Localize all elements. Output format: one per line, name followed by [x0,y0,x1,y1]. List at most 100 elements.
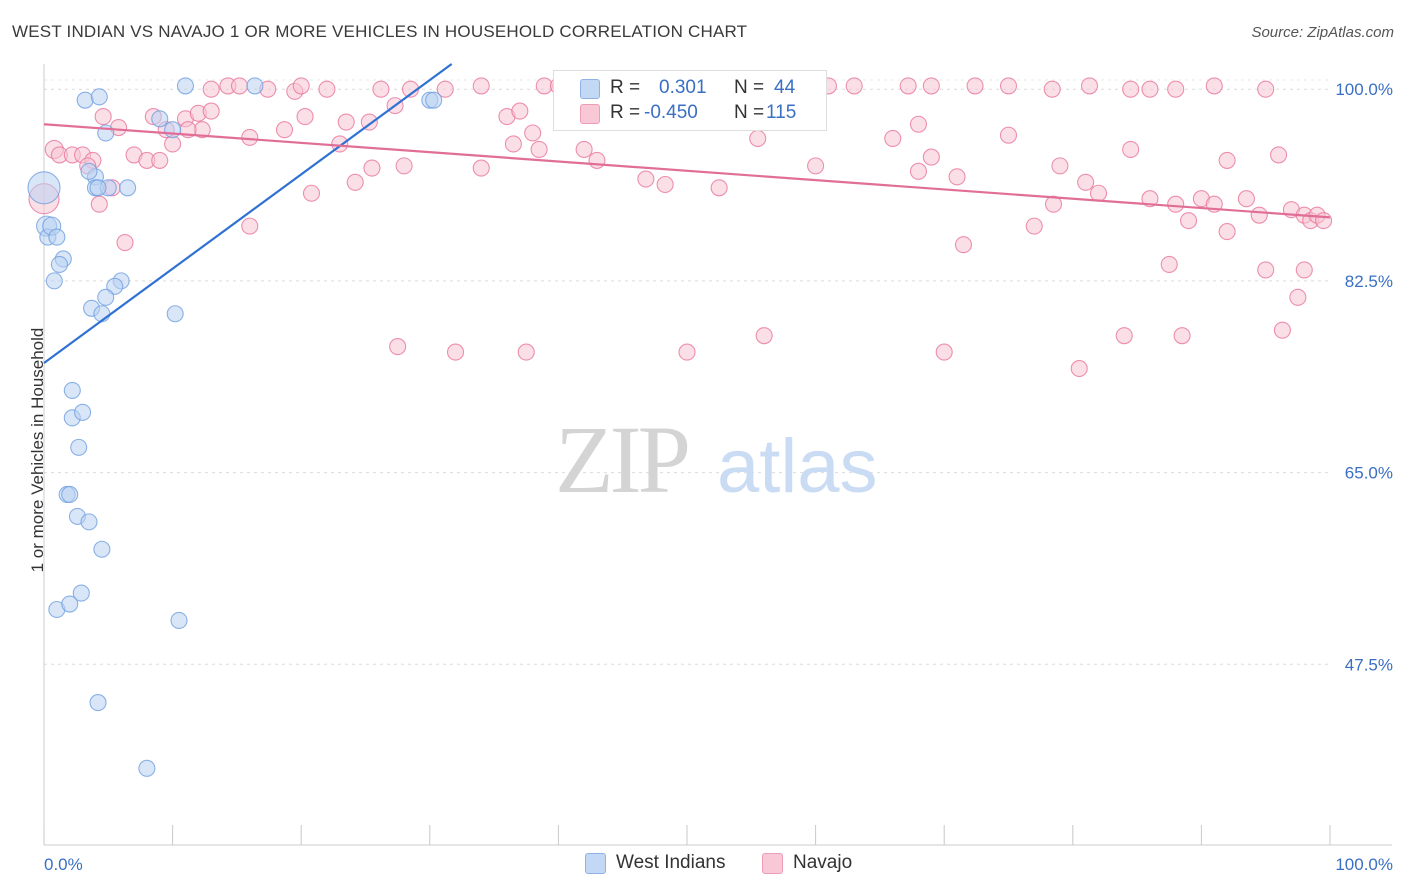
data-point [1044,195,1063,213]
series-legend: West Indians Navajo [0,851,1406,877]
y-tick-label: 65.0% [1345,464,1393,483]
data-point [1218,151,1236,169]
data-point [1122,80,1140,98]
data-point [588,151,606,169]
legend-label-navajo: Navajo [793,852,853,873]
data-point [202,102,220,120]
data-point [1167,195,1185,213]
data-point [472,159,490,177]
data-point [1077,173,1095,191]
data-point [27,171,61,205]
data-point [246,77,264,95]
data-point [678,343,696,361]
legend-n-label: N = [734,77,765,98]
data-point [884,129,902,148]
data-point [656,175,674,194]
data-point [1257,261,1275,279]
data-point [1167,80,1185,98]
data-point [935,343,953,361]
data-point [93,540,111,558]
data-point [50,255,68,274]
data-point [1218,223,1236,241]
data-point [241,128,259,146]
data-point [61,595,79,613]
x-tick-label: 0.0% [44,855,83,874]
data-point [48,228,66,246]
data-point [999,77,1018,95]
correlation-legend: R = 0.301 N = 44 R = -0.450 N = 115 [553,70,827,131]
data-point [138,759,156,777]
data-point [425,91,443,109]
data-point [436,80,454,98]
data-point [1025,217,1043,235]
data-point [74,403,92,421]
data-point [1080,77,1099,95]
data-point [116,233,134,252]
data-point [1141,190,1159,208]
data-point [1250,206,1268,224]
data-point [1115,327,1133,345]
data-point [1089,184,1108,202]
legend-swatch-blue [580,79,600,99]
data-point [922,77,940,95]
data-point [1315,212,1333,230]
data-point [530,140,548,158]
legend-swatch-pink [580,104,600,124]
data-point [1122,140,1140,158]
data-point [922,148,940,166]
data-point [899,77,917,95]
data-point [710,179,728,197]
data-point [119,179,137,197]
data-point [164,121,182,139]
data-point [1257,80,1275,98]
data-point [637,170,655,188]
data-point [72,584,90,602]
data-point [241,217,259,235]
y-tick-label: 100.0% [1335,80,1393,99]
data-point [90,195,108,213]
data-point [472,77,490,95]
data-point [292,77,310,95]
data-point [511,102,529,120]
chart-title: WEST INDIAN VS NAVAJO 1 OR MORE VEHICLES… [12,22,748,41]
legend-row-navajo: R = -0.450 N = 115 [554,102,826,126]
data-point [845,77,863,95]
data-point [1160,255,1178,274]
data-point [80,162,98,180]
data-point [318,80,336,98]
data-point [61,485,79,504]
legend-r-value: -0.450 [644,102,698,123]
trend-line [43,63,453,364]
data-point [755,327,773,345]
y-tick-label: 47.5% [1345,655,1393,674]
data-point [1043,80,1061,98]
legend-n-value: 44 [774,77,796,98]
data-point [999,126,1018,144]
data-point [1141,80,1159,98]
data-point [76,91,94,109]
watermark-atlas: atlas [717,424,878,509]
legend-r-value: 0.301 [659,77,707,98]
data-point [1070,359,1088,378]
data-point [89,694,107,712]
y-axis-label-wrap: 1 or more Vehicles in Household [18,300,47,600]
data-point [517,343,535,361]
legend-swatch-pink [762,853,783,874]
data-point [395,157,413,175]
data-point [1289,288,1307,306]
data-point [954,236,973,254]
y-tick-label: 82.5% [1345,272,1393,291]
data-point [170,611,188,629]
data-point [97,288,115,306]
data-point [1273,321,1291,339]
data-point [1295,261,1313,279]
data-point [389,338,407,356]
data-point [302,184,321,202]
trend-line [43,123,1331,219]
data-point [166,305,184,323]
data-point [176,77,195,95]
data-point [275,121,294,139]
data-point [296,108,314,126]
y-axis-label: 1 or more Vehicles in Household [28,327,47,573]
